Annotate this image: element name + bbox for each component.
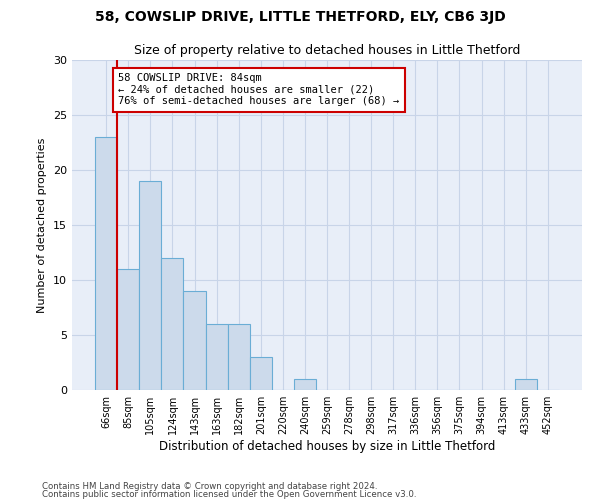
Text: 58 COWSLIP DRIVE: 84sqm
← 24% of detached houses are smaller (22)
76% of semi-de: 58 COWSLIP DRIVE: 84sqm ← 24% of detache… [118,73,400,106]
Bar [515,379,537,390]
Y-axis label: Number of detached properties: Number of detached properties [37,138,47,312]
Bar [117,269,139,390]
Bar [95,137,117,390]
Bar [250,357,272,390]
Bar [294,379,316,390]
Text: 58, COWSLIP DRIVE, LITTLE THETFORD, ELY, CB6 3JD: 58, COWSLIP DRIVE, LITTLE THETFORD, ELY,… [95,10,505,24]
Text: Contains public sector information licensed under the Open Government Licence v3: Contains public sector information licen… [42,490,416,499]
X-axis label: Distribution of detached houses by size in Little Thetford: Distribution of detached houses by size … [159,440,495,453]
Bar [139,181,161,390]
Bar [184,291,206,390]
Title: Size of property relative to detached houses in Little Thetford: Size of property relative to detached ho… [134,44,520,58]
Text: Contains HM Land Registry data © Crown copyright and database right 2024.: Contains HM Land Registry data © Crown c… [42,482,377,491]
Bar [161,258,184,390]
Bar [206,324,227,390]
Bar [227,324,250,390]
